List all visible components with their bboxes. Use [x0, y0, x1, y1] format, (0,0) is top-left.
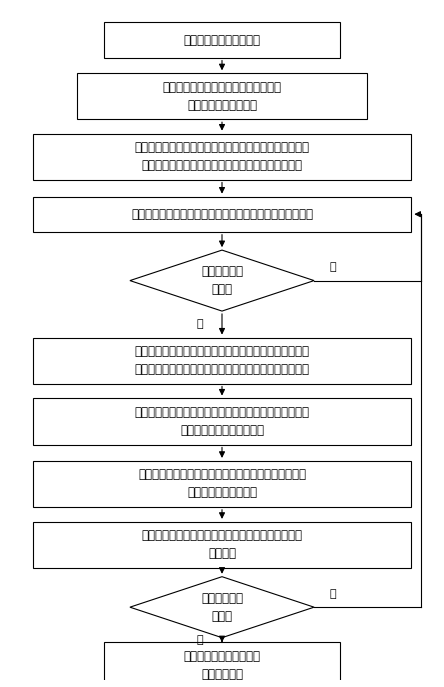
Text: 获得在统计时间段内，通过调整路段、
每个上流匝道的车流量: 获得在统计时间段内，通过调整路段、 每个上流匝道的车流量: [163, 81, 281, 112]
FancyBboxPatch shape: [33, 133, 411, 179]
FancyBboxPatch shape: [33, 337, 411, 383]
Text: 将统计时间段内车流量按照进入其来车方向的不同分别计
算比例；得到每一个上流匝道对应的通行交通流占比: 将统计时间段内车流量按照进入其来车方向的不同分别计 算比例；得到每一个上流匝道对…: [135, 141, 309, 172]
Text: 确定待调整路段及拥堵点: 确定待调整路段及拥堵点: [183, 34, 261, 47]
FancyBboxPatch shape: [33, 196, 411, 232]
Polygon shape: [130, 576, 314, 638]
Polygon shape: [130, 250, 314, 311]
FancyBboxPatch shape: [33, 398, 411, 444]
Text: 否: 否: [197, 319, 203, 329]
Text: 计算上游匝道的下个控制周期内绿灯和红灯持续时间，
获得本次限流控制方案: 计算上游匝道的下个控制周期内绿灯和红灯持续时间， 获得本次限流控制方案: [138, 469, 306, 499]
FancyBboxPatch shape: [33, 522, 411, 568]
FancyBboxPatch shape: [103, 642, 341, 687]
Text: 否: 否: [329, 589, 336, 599]
FancyBboxPatch shape: [103, 23, 341, 58]
Text: 将所述上流匝道退出所述
限流控制方案: 将所述上流匝道退出所述 限流控制方案: [183, 650, 261, 681]
Text: 变为正常通行
状态？: 变为正常通行 状态？: [201, 592, 243, 622]
Text: 利用交通检测器监测待调整路段其当下流入、流出的车流
量，基于待调整路段的通行能力，计算本次应控制车辆数: 利用交通检测器监测待调整路段其当下流入、流出的车流 量，基于待调整路段的通行能力…: [135, 345, 309, 376]
Text: 执行所述限流控制方案；同时实时监测待调整路段的
交通状态: 执行所述限流控制方案；同时实时监测待调整路段的 交通状态: [142, 530, 302, 561]
Text: 基于上流匝道的通行交通流占比，计算每个上流匝道允许
放行的上游匝道放行车辆数: 基于上流匝道的通行交通流占比，计算每个上流匝道允许 放行的上游匝道放行车辆数: [135, 406, 309, 437]
FancyBboxPatch shape: [33, 461, 411, 507]
Text: 是: 是: [197, 635, 203, 645]
FancyBboxPatch shape: [77, 74, 367, 120]
Text: 处于正常通行
状态？: 处于正常通行 状态？: [201, 265, 243, 296]
Text: 是: 是: [329, 262, 336, 273]
Text: 按照预设的监测周期，监测所述待调整路段的实时交通状态: 按照预设的监测周期，监测所述待调整路段的实时交通状态: [131, 207, 313, 221]
